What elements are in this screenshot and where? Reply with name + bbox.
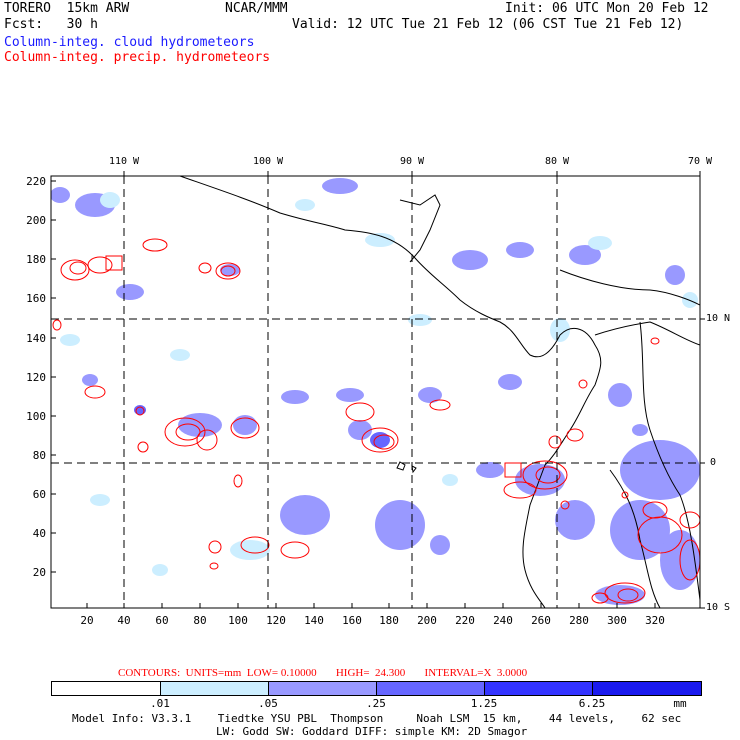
x-tick-label: 60	[155, 614, 169, 627]
center-label: NCAR/MMM	[225, 1, 288, 16]
init-time: Init: 06 UTC Mon 20 Feb 12	[505, 1, 709, 16]
precip-legend-label: Column-integ. precip. hydrometeors	[4, 50, 271, 65]
x-tick-label: 80	[193, 614, 207, 627]
model-title: TORERO 15km ARW	[4, 1, 130, 16]
colorbar-segment	[592, 681, 702, 696]
y-tick-label: 220	[26, 175, 46, 188]
cloud-hydrometeor-shading	[51, 178, 700, 605]
precip-contours	[52, 238, 700, 604]
longitude-label: 100 W	[252, 156, 284, 167]
colorbar-tick: .25	[366, 697, 386, 710]
y-tick-label: 100	[26, 410, 46, 423]
y-tick-label: 200	[26, 214, 46, 227]
contour-info: CONTOURS: UNITS=mm LOW= 0.10000 HIGH= 24…	[118, 667, 528, 679]
colorbar-units: mm	[673, 697, 687, 710]
x-tick-label: 300	[607, 614, 627, 627]
y-tick-label: 120	[26, 371, 46, 384]
colorbar-segment	[376, 681, 485, 696]
latitude-label: 10 S	[706, 602, 731, 613]
latitude-label: 0	[710, 457, 717, 468]
y-tick-label: 180	[26, 253, 46, 266]
latlon-grid	[51, 176, 700, 608]
y-tick-label: 20	[32, 566, 46, 579]
x-tick-label: 260	[531, 614, 551, 627]
x-tick-label: 40	[117, 614, 131, 627]
x-tick-label: 160	[342, 614, 362, 627]
colorbar-segment	[160, 681, 269, 696]
colorbar-tick: .01	[150, 697, 170, 710]
latitude-label: 10 N	[706, 313, 731, 324]
x-tick-label: 240	[493, 614, 513, 627]
x-tick-label: 200	[417, 614, 437, 627]
longitude-label: 70 W	[687, 156, 713, 167]
precip-box-west	[105, 255, 123, 271]
model-info-line2: LW: Godd SW: Goddard DIFF: simple KM: 2D…	[216, 725, 528, 738]
axis-ticks	[51, 171, 705, 609]
colorbar-tick: .05	[258, 697, 278, 710]
longitude-label: 80 W	[544, 156, 570, 167]
x-tick-label: 100	[228, 614, 248, 627]
colorbar-segment	[484, 681, 593, 696]
y-tick-label: 60	[32, 488, 46, 501]
x-tick-label: 220	[455, 614, 475, 627]
colorbar-tick: 1.25	[470, 697, 498, 710]
x-tick-label: 280	[569, 614, 589, 627]
colorbar-tick: 6.25	[578, 697, 606, 710]
plot-frame	[50, 175, 701, 609]
cloud-legend-label: Column-integ. cloud hydrometeors	[4, 35, 255, 50]
y-tick-label: 80	[32, 449, 46, 462]
colorbar-segment	[268, 681, 377, 696]
precip-box-east	[504, 462, 522, 478]
x-tick-label: 140	[304, 614, 324, 627]
x-tick-label: 180	[379, 614, 399, 627]
x-tick-label: 320	[645, 614, 665, 627]
longitude-label: 110 W	[108, 156, 140, 167]
x-tick-label: 120	[266, 614, 286, 627]
model-info-line1: Model Info: V3.3.1 Tiedtke YSU PBL Thomp…	[72, 712, 682, 725]
colorbar-segment	[51, 681, 161, 696]
y-tick-label: 140	[26, 332, 46, 345]
y-tick-label: 160	[26, 292, 46, 305]
y-tick-label: 40	[32, 527, 46, 540]
valid-time: Valid: 12 UTC Tue 21 Feb 12 (06 CST Tue …	[292, 17, 684, 32]
longitude-label: 90 W	[399, 156, 425, 167]
x-tick-label: 20	[80, 614, 94, 627]
forecast-hour: Fcst: 30 h	[4, 17, 98, 32]
